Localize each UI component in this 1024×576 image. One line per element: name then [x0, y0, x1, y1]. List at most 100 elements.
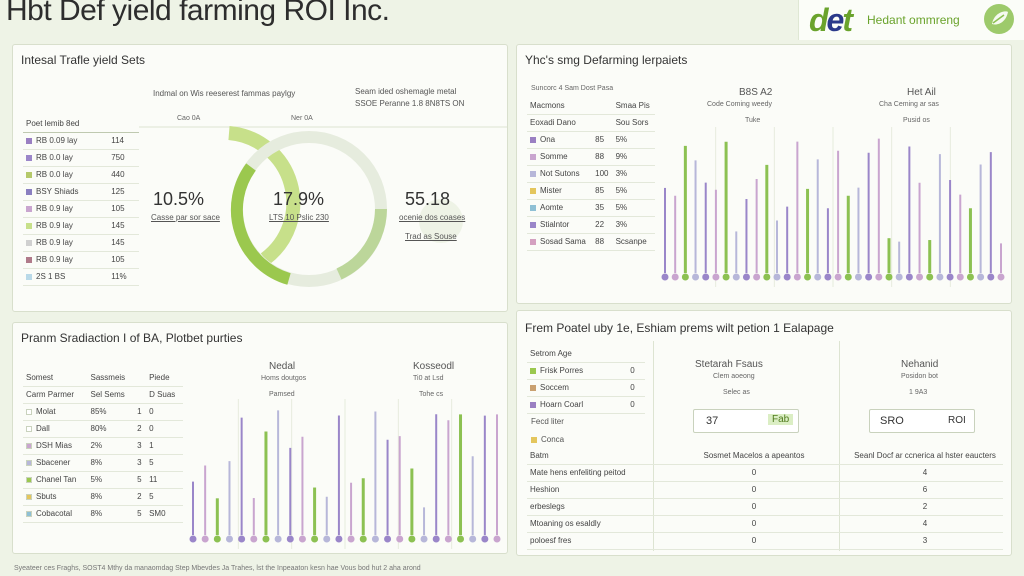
column-title: B8S A2: [739, 87, 773, 98]
stem-plot: [661, 127, 1005, 287]
row-value: 11%: [108, 268, 139, 286]
row-v1: 8%: [87, 488, 135, 506]
stem-dot: [371, 535, 379, 543]
row-label: BSY Shiads: [36, 187, 79, 196]
row-label: RB 0.0 lay: [36, 153, 73, 162]
swatch: [530, 401, 536, 408]
swatch: [530, 204, 536, 211]
donut-label: Cao 0A: [177, 115, 201, 122]
kpi-value: 17.9%: [273, 189, 325, 209]
row-value-b: 4: [847, 515, 1003, 533]
row-v3: 11: [146, 471, 183, 489]
legend-value: 0: [627, 396, 645, 414]
pranm-table: Somest Sassmeis Piede Carm Parmer Sel Sems D…: [23, 369, 183, 523]
row-v3: 5: [146, 488, 183, 506]
stem-dot: [997, 273, 1005, 281]
stem-dot: [681, 273, 689, 281]
swatch: [26, 510, 32, 517]
table-subheader: Eoxadi Dano Sou Sors: [527, 114, 655, 132]
row-label: Aomte: [540, 203, 564, 212]
swatch: [26, 154, 32, 161]
column-title: Het Ail: [907, 87, 936, 98]
stem-dot: [457, 535, 465, 543]
row-value: 3%: [612, 216, 655, 234]
swatch: [530, 170, 536, 177]
row-v3: 0: [146, 420, 183, 438]
stem-dot: [274, 535, 282, 543]
swatch: [26, 425, 32, 432]
table-row: Dall 80% 2 0: [23, 420, 183, 438]
swatch: [26, 239, 32, 246]
table-row: RB 0.09 lay 114: [23, 132, 139, 150]
row-value-a: 0: [661, 481, 847, 499]
stem-dot: [722, 273, 730, 281]
stem-dot: [298, 535, 306, 543]
stem-dot: [420, 535, 428, 543]
row-v1: 5%: [87, 471, 135, 489]
row-value: Scsanpe: [612, 233, 655, 251]
kpi-caption: LTS 10 Pslic 230: [269, 213, 329, 222]
stem-dot: [793, 273, 801, 281]
stem-dot: [201, 535, 209, 543]
donut-arc-main: [230, 163, 291, 285]
column-subtitle: Posidon bot: [901, 373, 938, 380]
row-v2: 3: [134, 437, 147, 455]
stem-dot: [432, 535, 440, 543]
stem-dot: [905, 273, 913, 281]
row-mid: 85: [592, 131, 613, 149]
row-value: 105: [108, 251, 139, 269]
logo-mark: det: [809, 2, 853, 38]
legend-header: Setrom Age: [527, 345, 645, 363]
row-value-b: 6: [847, 481, 1003, 499]
row-label: RB 0.9 lay: [36, 221, 73, 230]
legend-item: Hoarn Coarl 0: [527, 396, 645, 414]
stem-dot: [347, 535, 355, 543]
brand-logo: det Hedant ommreng: [798, 0, 1024, 40]
table-subheader: Carm Parmer Sel Sems D Suas: [23, 386, 183, 404]
stem-dot: [956, 273, 964, 281]
table-row: RB 0.9 lay 145: [23, 217, 139, 235]
stem-dot: [854, 273, 862, 281]
column-subtitle: Clem aoeong: [713, 373, 755, 380]
stem-dot: [213, 535, 221, 543]
row-label: Ona: [540, 135, 556, 144]
stem-dot: [895, 273, 903, 281]
stem-dot: [936, 273, 944, 281]
table-header: Poet lemib 8ed: [23, 115, 139, 133]
defarming-table: Macmons Smaa Pis Eoxadi Dano Sou Sors Ona 8…: [527, 97, 655, 251]
row-label: DSH Mias: [36, 441, 73, 450]
row-label: RB 0.09 lay: [36, 136, 78, 145]
row-mid: 88: [592, 233, 613, 251]
row-v2: 2: [134, 420, 147, 438]
row-label: erbeslegs: [527, 498, 661, 516]
donut-arc-side: [336, 208, 387, 280]
panel-title: Frem Poatel uby 1e, Eshiam prems wilt pe…: [525, 321, 834, 335]
row-value-a: 0: [661, 498, 847, 516]
stem-dot: [661, 273, 669, 281]
stem-dot: [926, 273, 934, 281]
row-label: poloesf fres: [527, 532, 661, 550]
table-row: Cobacotal 8% 5 SM0: [23, 505, 183, 523]
column-subtitle: Code Coming weedy: [707, 101, 772, 108]
dashboard-title: Hbt Def yield farming ROI Inc.: [6, 0, 390, 27]
stem-dot: [804, 273, 812, 281]
stem-dot: [311, 535, 319, 543]
stem-dot: [916, 273, 924, 281]
value-box: 37 Fab: [693, 409, 799, 433]
table-row: 2S 1 BS 11%: [23, 268, 139, 286]
row-value-b: 2: [847, 498, 1003, 516]
frem-panel: Frem Poatel uby 1e, Eshiam prems wilt pe…: [516, 310, 1012, 556]
table-row: Chanel Tan 5% 5 11: [23, 471, 183, 489]
row-v2: 2: [134, 488, 147, 506]
table-row: Ona 85 5%: [527, 131, 655, 149]
row-label: Sbuts: [36, 492, 57, 501]
row-v1: 85%: [87, 403, 135, 421]
swatch: [530, 238, 536, 245]
table-row: Somme 88 9%: [527, 148, 655, 166]
swatch: [530, 187, 536, 194]
swatch: [26, 476, 32, 483]
stem-dot: [238, 535, 246, 543]
column-title: Kosseodl: [413, 361, 455, 372]
stem-dot: [824, 273, 832, 281]
row-value: 750: [108, 149, 139, 167]
